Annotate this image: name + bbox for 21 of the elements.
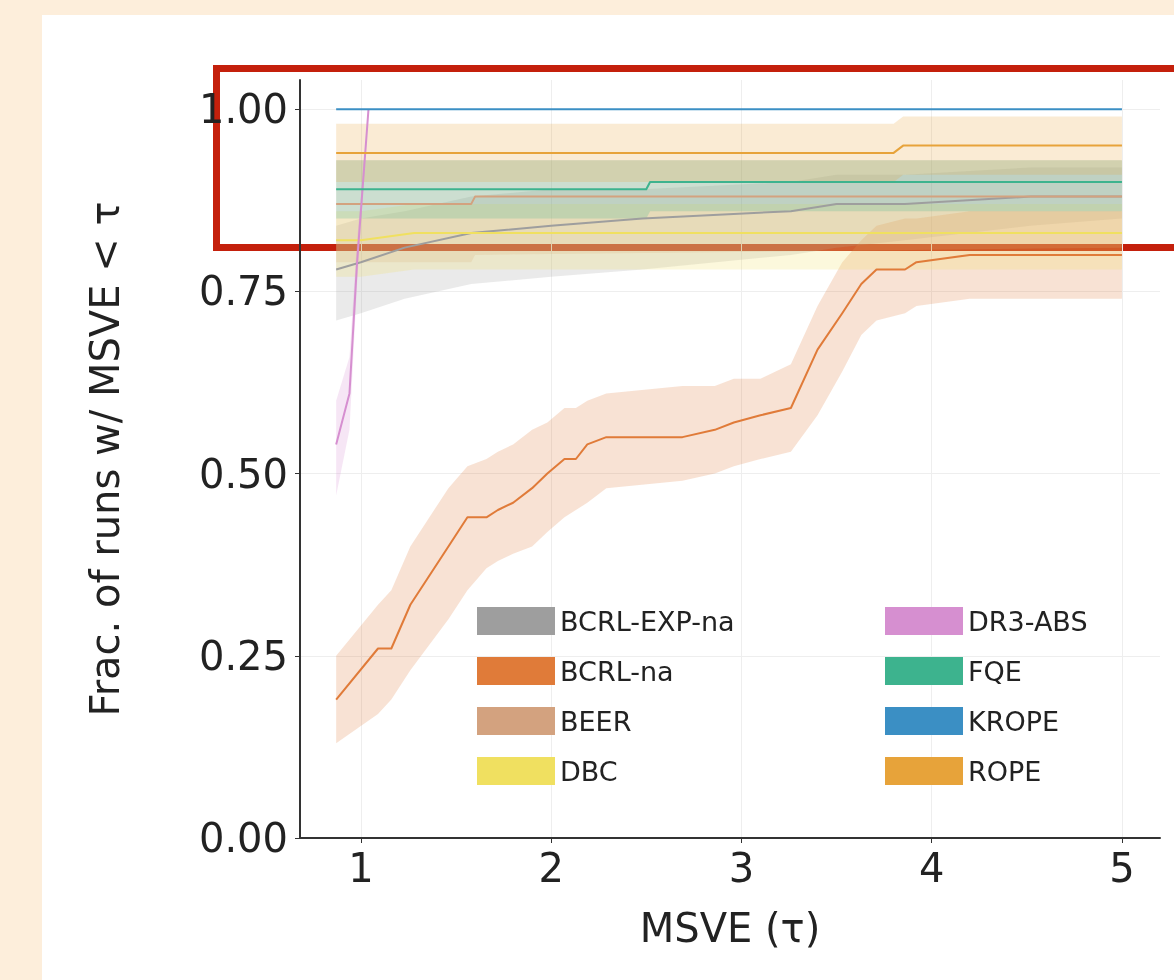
y-axis-title: Frac. of runs w/ MSVE < τ — [82, 201, 128, 717]
y-tick-label: 0.00 — [198, 815, 288, 861]
line-series — [335, 108, 370, 446]
y-tick-label: 0.75 — [198, 268, 288, 315]
legend-label: DBC — [560, 755, 618, 787]
x-tick-label: 2 — [538, 845, 564, 891]
legend-label: ROPE — [968, 755, 1042, 787]
legend-label: BEER — [560, 705, 632, 737]
x-tick-label: 3 — [728, 845, 755, 891]
line-series — [335, 253, 1123, 701]
legend-label: BCRL-EXP-na — [560, 605, 735, 637]
x-tick-label: 1 — [348, 845, 374, 891]
legend-label: DR3-ABS — [968, 605, 1088, 637]
x-axis-title: MSVE (τ) — [639, 905, 821, 951]
y-tick-label: 0.25 — [198, 632, 288, 679]
y-tick-label: 0.50 — [198, 450, 288, 497]
x-tick-label: 4 — [918, 845, 945, 891]
legend-label: KROPE — [968, 705, 1060, 737]
legend-label: BCRL-na — [560, 655, 674, 687]
x-tick-label: 5 — [1109, 845, 1135, 891]
legend-label: FQE — [968, 655, 1022, 687]
